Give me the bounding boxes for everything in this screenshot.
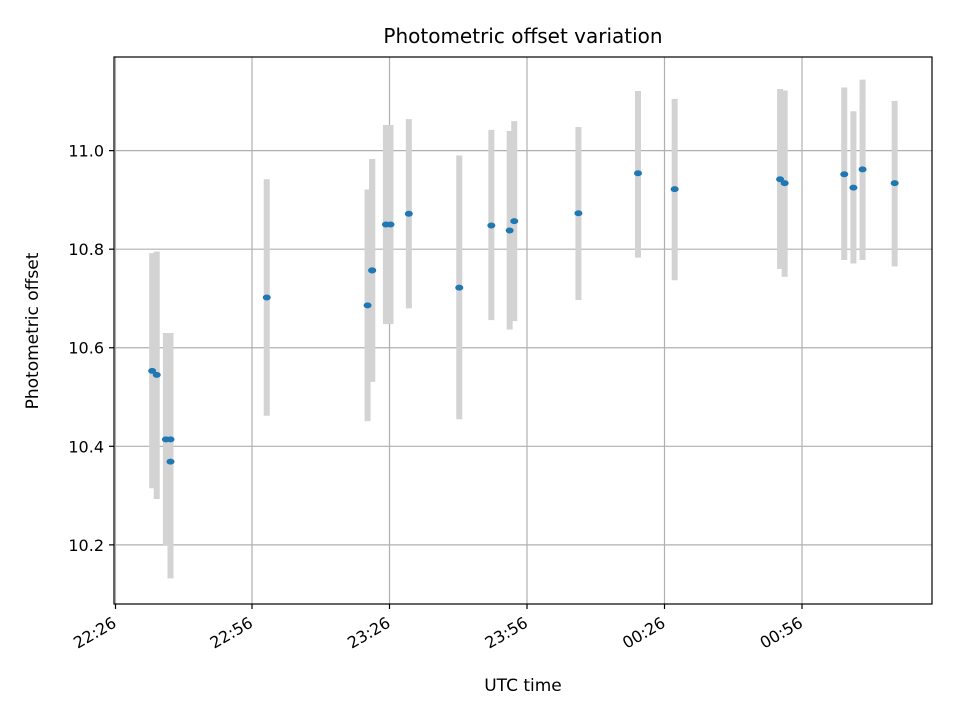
x-tick-label: 22:56 bbox=[207, 613, 256, 653]
errorbar-layer bbox=[149, 79, 898, 579]
data-point bbox=[505, 227, 514, 234]
tick-layer: 22:26 22:56 23:26 23:56 00:26 00:56 10.2 10.4 10… bbox=[68, 142, 806, 653]
x-tick-label: 23:56 bbox=[482, 613, 531, 653]
point-layer bbox=[148, 166, 899, 465]
x-tick-label: 00:56 bbox=[757, 613, 806, 653]
x-tick-label: 00:26 bbox=[619, 613, 668, 653]
y-tick-label: 11.0 bbox=[68, 142, 104, 161]
data-point bbox=[363, 302, 372, 309]
y-tick-label: 10.4 bbox=[68, 437, 104, 456]
data-point bbox=[455, 284, 464, 291]
data-point bbox=[890, 180, 899, 187]
data-point bbox=[670, 186, 679, 193]
y-axis-title: Photometric offset bbox=[23, 252, 43, 409]
x-axis-title: UTC time bbox=[484, 676, 562, 696]
data-point bbox=[776, 176, 785, 183]
y-tick-label: 10.8 bbox=[68, 240, 104, 259]
data-point bbox=[849, 184, 858, 191]
plot-frame bbox=[113, 56, 933, 605]
grid-layer bbox=[114, 57, 932, 604]
x-tick-label: 22:26 bbox=[70, 613, 119, 653]
y-tick-label: 10.6 bbox=[68, 339, 104, 358]
data-point bbox=[858, 166, 867, 173]
data-point bbox=[262, 294, 271, 301]
data-point bbox=[634, 170, 642, 177]
data-point bbox=[510, 218, 519, 225]
data-point bbox=[386, 221, 395, 228]
chart-title: Photometric offset variation bbox=[383, 24, 662, 48]
data-point bbox=[487, 222, 496, 229]
data-point bbox=[368, 267, 377, 274]
x-tick-label: 23:26 bbox=[344, 613, 393, 653]
data-point bbox=[780, 180, 789, 187]
data-point bbox=[166, 436, 175, 443]
data-point bbox=[166, 458, 175, 465]
data-point bbox=[152, 371, 161, 378]
data-point bbox=[840, 171, 849, 178]
data-point bbox=[404, 210, 413, 217]
y-tick-label: 10.2 bbox=[68, 536, 104, 555]
data-point bbox=[574, 210, 583, 217]
data-point bbox=[148, 367, 157, 374]
